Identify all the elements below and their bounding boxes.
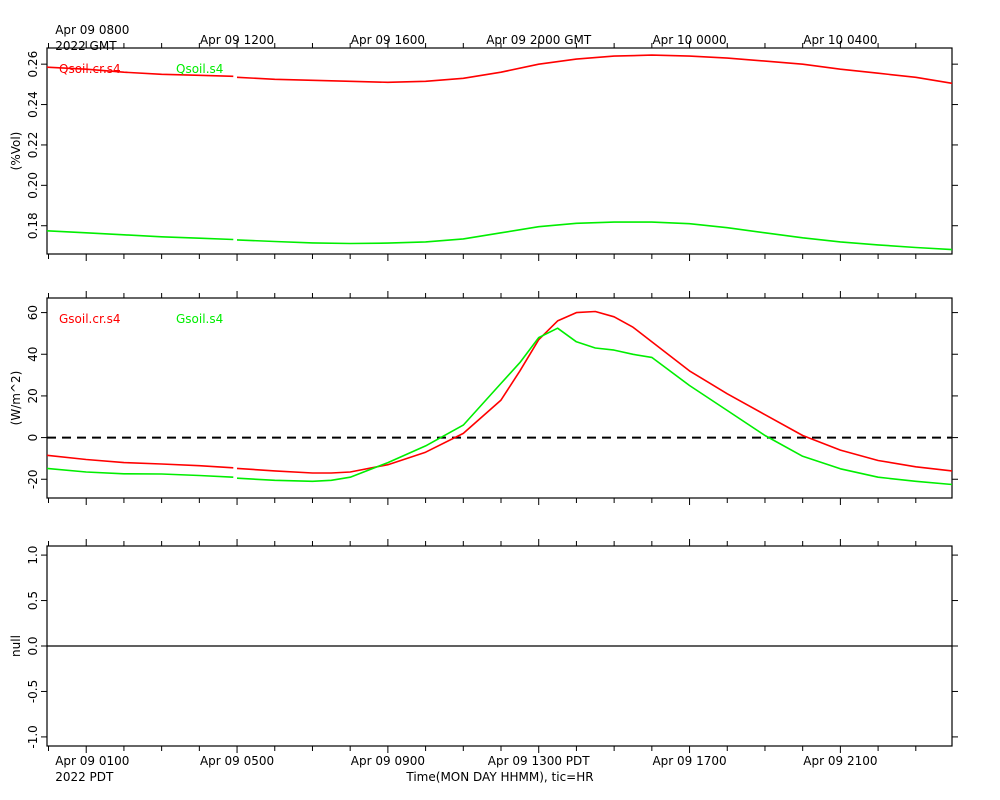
y-tick-label: 0.18 bbox=[26, 212, 40, 239]
y-tick-label: 0.22 bbox=[26, 132, 40, 159]
series-line-Qsoil-s4-seg1 bbox=[46, 230, 234, 241]
series-line-Qsoil-cr-s4-seg1 bbox=[46, 66, 234, 78]
legend-entry: Qsoil.s4 bbox=[176, 62, 223, 76]
top-axis-year-label: 2022 GMT bbox=[55, 39, 117, 53]
y-tick-label: 20 bbox=[26, 388, 40, 403]
series-line-Gsoil-s4-seg1 bbox=[46, 467, 234, 478]
legend-entry: Gsoil.cr.s4 bbox=[59, 312, 121, 326]
bottom-axis-year-label: 2022 PDT bbox=[55, 770, 114, 784]
bottom-axis-tick-label: Apr 09 1700 bbox=[652, 754, 726, 768]
y-tick-label: 0.20 bbox=[26, 172, 40, 199]
y-tick-label: 0.0 bbox=[26, 636, 40, 655]
top-axis-tick-label: Apr 10 0400 bbox=[803, 33, 877, 47]
bottom-axis-tick-label: Apr 09 0500 bbox=[200, 754, 274, 768]
y-tick-label: 0.26 bbox=[26, 51, 40, 78]
panel-1-frame bbox=[46, 47, 953, 255]
y-tick-label: 1.0 bbox=[26, 546, 40, 565]
top-axis-tick-label: Apr 09 1600 bbox=[351, 33, 425, 47]
y-tick-label: 0 bbox=[26, 434, 40, 442]
y-tick-label: 0.24 bbox=[26, 91, 40, 118]
legend-entry: Qsoil.cr.s4 bbox=[59, 62, 121, 76]
y-tick-label: -1.0 bbox=[26, 725, 40, 748]
y-tick-label: 40 bbox=[26, 347, 40, 362]
y-axis-label: (%Vol) bbox=[9, 132, 23, 171]
y-axis-label: null bbox=[9, 635, 23, 657]
top-axis-tick-label: Apr 09 1200 bbox=[200, 33, 274, 47]
series-line-Gsoil-cr-s4-seg2 bbox=[236, 310, 953, 474]
bottom-axis-tick-label: Apr 09 0900 bbox=[351, 754, 425, 768]
series-line-Qsoil-cr-s4-seg2 bbox=[236, 54, 953, 85]
y-tick-label: -20 bbox=[26, 469, 40, 489]
y-tick-label: 60 bbox=[26, 305, 40, 320]
y-axis-label: (W/m^2) bbox=[9, 371, 23, 426]
series-line-Gsoil-s4-seg2 bbox=[236, 327, 953, 486]
y-tick-label: -0.5 bbox=[26, 680, 40, 703]
top-axis-tick-label: Apr 10 0000 bbox=[652, 33, 726, 47]
top-axis-tick-label: Apr 09 0800 bbox=[55, 23, 129, 37]
y-tick-label: 0.5 bbox=[26, 591, 40, 610]
bottom-axis-tick-label: Apr 09 1300 PDT bbox=[488, 754, 590, 768]
series-line-Gsoil-cr-s4-seg1 bbox=[46, 454, 234, 469]
bottom-axis-tick-label: Apr 09 2100 bbox=[803, 754, 877, 768]
legend-entry: Gsoil.s4 bbox=[176, 312, 223, 326]
panel-2-frame bbox=[46, 297, 953, 499]
series-line-Qsoil-s4-seg2 bbox=[236, 221, 953, 251]
bottom-axis-tick-label: Apr 09 0100 bbox=[55, 754, 129, 768]
x-axis-label: Time(MON DAY HHMM), tic=HR bbox=[405, 770, 593, 784]
top-axis-tick-label: Apr 09 2000 GMT bbox=[486, 33, 592, 47]
